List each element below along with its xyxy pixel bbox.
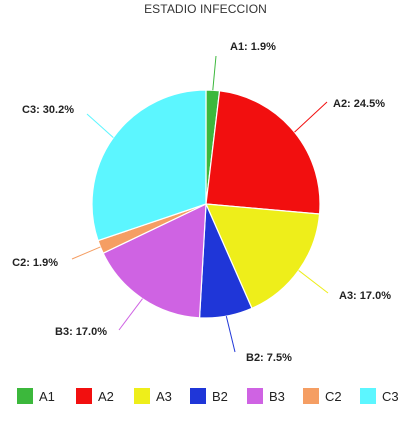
leader-line-c3 <box>86 113 114 138</box>
data-label-a3: A3: 17.0% <box>339 290 391 302</box>
data-label-b3: B3: 17.0% <box>55 326 107 338</box>
legend-item-a3[interactable]: A3 <box>134 384 172 408</box>
legend-label: A1 <box>39 388 55 404</box>
data-label-b2: B2: 7.5% <box>246 352 292 364</box>
legend-swatch <box>76 388 92 404</box>
chart-legend: A1 A2 A3 B2 B3 C2 C3 <box>0 384 411 408</box>
pie-slice-b3[interactable] <box>102 203 207 319</box>
legend-label: A2 <box>98 388 114 404</box>
legend-swatch <box>303 388 319 404</box>
data-label-c3: C3: 30.2% <box>22 104 74 116</box>
legend-label: A3 <box>156 388 172 404</box>
legend-item-b2[interactable]: B2 <box>190 384 228 408</box>
legend-item-b3[interactable]: B3 <box>247 384 285 408</box>
data-label-a2: A2: 24.5% <box>333 98 385 110</box>
legend-item-c2[interactable]: C2 <box>303 384 342 408</box>
legend-item-a1[interactable]: A1 <box>17 384 55 408</box>
legend-label: C2 <box>325 388 342 404</box>
legend-swatch <box>360 388 376 404</box>
leader-line-a1 <box>212 55 217 91</box>
data-label-a1: A1: 1.9% <box>230 41 276 53</box>
legend-swatch <box>247 388 263 404</box>
legend-swatch <box>134 388 150 404</box>
legend-label: C3 <box>382 388 399 404</box>
legend-label: B3 <box>269 388 285 404</box>
legend-label: B2 <box>212 388 228 404</box>
leader-line-b2 <box>225 316 236 353</box>
legend-swatch <box>17 388 33 404</box>
leader-line-c2 <box>71 246 101 260</box>
pie-slice-c3[interactable] <box>91 89 207 242</box>
leader-line-b3 <box>118 298 143 331</box>
leader-line-a2 <box>294 101 328 133</box>
legend-item-c3[interactable]: C3 <box>360 384 399 408</box>
leader-line-a3 <box>298 270 329 294</box>
legend-swatch <box>190 388 206 404</box>
data-label-c2: C2: 1.9% <box>12 257 58 269</box>
pie-slice-a3[interactable] <box>205 203 321 310</box>
chart-title: ESTADIO INFECCION <box>144 2 267 16</box>
legend-item-a2[interactable]: A2 <box>76 384 114 408</box>
pie-slice-a2[interactable] <box>205 90 321 215</box>
